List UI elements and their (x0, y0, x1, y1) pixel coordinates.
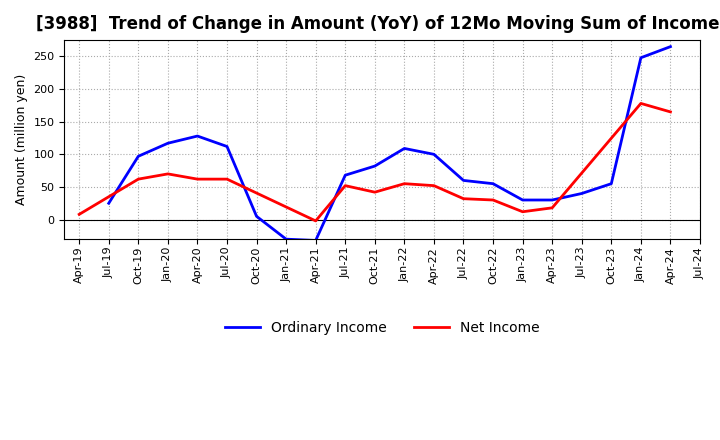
Ordinary Income (371, 163, 379, 169)
Net Income (193, 176, 202, 182)
Net Income (430, 183, 438, 188)
Ordinary Income (577, 191, 586, 196)
Net Income (134, 176, 143, 182)
Line: Ordinary Income: Ordinary Income (109, 47, 670, 241)
Net Income (400, 181, 409, 186)
Net Income (518, 209, 527, 214)
Net Income (459, 196, 468, 202)
Ordinary Income (636, 55, 645, 60)
Ordinary Income (400, 146, 409, 151)
Ordinary Income (311, 238, 320, 243)
Ordinary Income (459, 178, 468, 183)
Ordinary Income (163, 141, 172, 146)
Ordinary Income (607, 181, 616, 186)
Ordinary Income (341, 172, 350, 178)
Ordinary Income (548, 198, 557, 203)
Net Income (311, 218, 320, 224)
Ordinary Income (489, 181, 498, 186)
Net Income (341, 183, 350, 188)
Title: [3988]  Trend of Change in Amount (YoY) of 12Mo Moving Sum of Incomes: [3988] Trend of Change in Amount (YoY) o… (35, 15, 720, 33)
Line: Net Income: Net Income (79, 103, 670, 221)
Ordinary Income (134, 154, 143, 159)
Ordinary Income (282, 237, 290, 242)
Net Income (75, 212, 84, 217)
Ordinary Income (252, 214, 261, 219)
Net Income (636, 101, 645, 106)
Net Income (548, 205, 557, 210)
Ordinary Income (104, 201, 113, 206)
Y-axis label: Amount (million yen): Amount (million yen) (15, 74, 28, 205)
Net Income (163, 171, 172, 176)
Ordinary Income (430, 152, 438, 157)
Legend: Ordinary Income, Net Income: Ordinary Income, Net Income (219, 316, 545, 341)
Ordinary Income (666, 44, 675, 49)
Net Income (222, 176, 231, 182)
Ordinary Income (193, 133, 202, 139)
Ordinary Income (518, 198, 527, 203)
Net Income (371, 190, 379, 195)
Net Income (666, 109, 675, 114)
Ordinary Income (222, 144, 231, 149)
Net Income (489, 198, 498, 203)
